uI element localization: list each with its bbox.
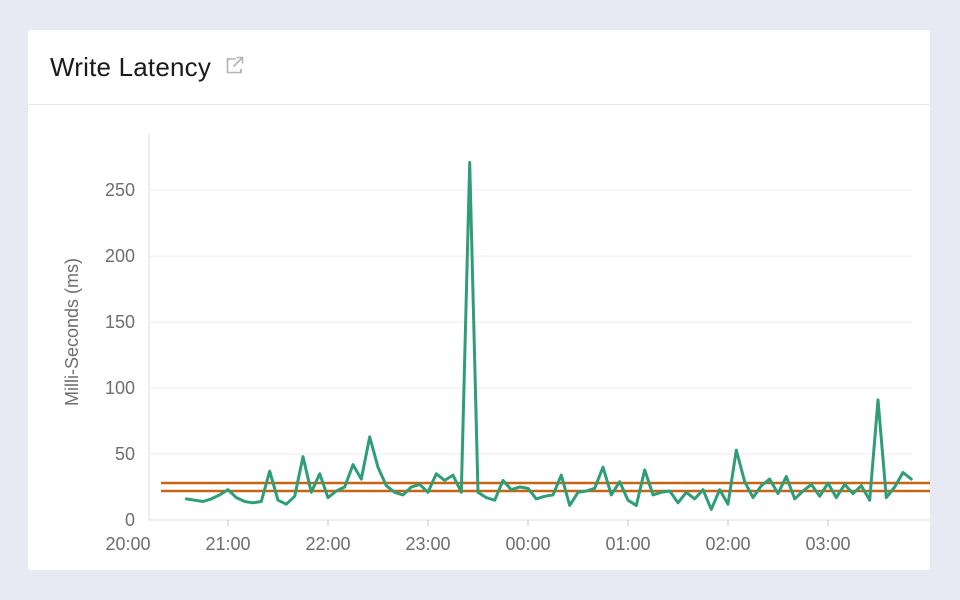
card-header: Write Latency xyxy=(28,30,930,104)
x-tick-label: 23:00 xyxy=(405,534,450,554)
x-tick-label: 22:00 xyxy=(305,534,350,554)
x-tick-label: 02:00 xyxy=(705,534,750,554)
line-chart-canvas: 0 50 100 150 200 250 20:00 21:00 22:00 23:00 00:00… xyxy=(62,134,930,554)
y-tick-label: 0 xyxy=(125,510,135,530)
x-tick-label: 00:00 xyxy=(505,534,550,554)
x-tick-label: 20:00 xyxy=(105,534,150,554)
y-tick-label: 250 xyxy=(105,180,135,200)
x-tick-label: 03:00 xyxy=(805,534,850,554)
y-tick-label: 100 xyxy=(105,378,135,398)
chart-area: 0 50 100 150 200 250 20:00 21:00 22:00 23:00 00:00… xyxy=(28,104,930,570)
x-tick-label: 01:00 xyxy=(605,534,650,554)
x-tick-label: 21:00 xyxy=(205,534,250,554)
header-divider xyxy=(28,104,930,105)
chart-title: Write Latency xyxy=(50,51,212,82)
series-line xyxy=(184,161,913,511)
chart-card: Write Latency 0 50 100 150 200 250 20:00 21:00 2… xyxy=(28,30,930,570)
external-link-icon[interactable] xyxy=(223,54,245,76)
y-tick-label: 50 xyxy=(115,444,135,464)
y-tick-label: 200 xyxy=(105,246,135,266)
y-axis-title: Milli-Seconds (ms) xyxy=(62,258,82,406)
y-tick-label: 150 xyxy=(105,312,135,332)
